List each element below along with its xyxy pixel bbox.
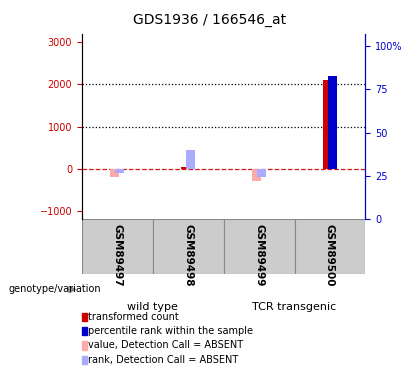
Text: transformed count: transformed count <box>88 312 179 322</box>
Text: GDS1936 / 166546_at: GDS1936 / 166546_at <box>134 13 286 27</box>
Bar <box>186 150 195 169</box>
Bar <box>110 169 119 177</box>
Text: TCR transgenic: TCR transgenic <box>252 303 337 312</box>
Bar <box>181 166 190 169</box>
Text: value, Detection Call = ABSENT: value, Detection Call = ABSENT <box>88 340 244 350</box>
Text: wild type: wild type <box>127 303 178 312</box>
Bar <box>323 80 332 169</box>
Bar <box>294 219 365 274</box>
Text: GSM89497: GSM89497 <box>112 224 122 286</box>
Bar <box>328 76 337 169</box>
Bar <box>257 169 266 177</box>
Text: GSM89498: GSM89498 <box>183 224 193 286</box>
Bar <box>224 219 294 274</box>
Text: genotype/variation: genotype/variation <box>8 285 101 294</box>
Bar <box>115 169 124 173</box>
Text: percentile rank within the sample: percentile rank within the sample <box>88 326 253 336</box>
Bar <box>82 219 153 274</box>
Text: rank, Detection Call = ABSENT: rank, Detection Call = ABSENT <box>88 355 239 364</box>
Bar <box>252 169 261 182</box>
Text: GSM89499: GSM89499 <box>254 224 264 286</box>
Bar <box>153 219 224 274</box>
Text: GSM89500: GSM89500 <box>325 224 335 286</box>
